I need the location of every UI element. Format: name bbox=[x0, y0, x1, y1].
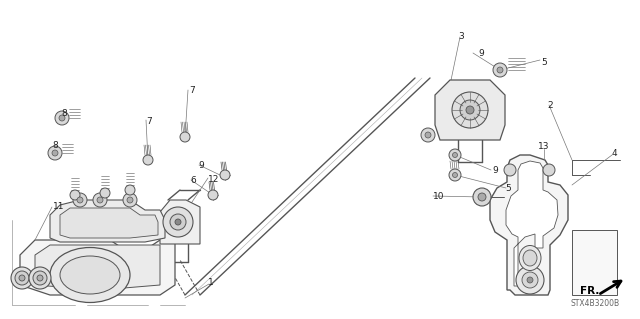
Polygon shape bbox=[35, 245, 160, 290]
Text: FR.: FR. bbox=[580, 286, 599, 296]
Circle shape bbox=[93, 193, 107, 207]
Circle shape bbox=[527, 277, 533, 283]
Circle shape bbox=[516, 266, 544, 294]
Ellipse shape bbox=[519, 246, 541, 271]
Polygon shape bbox=[20, 240, 175, 295]
Text: 5: 5 bbox=[541, 58, 547, 67]
Ellipse shape bbox=[37, 275, 43, 281]
Circle shape bbox=[452, 152, 458, 158]
Circle shape bbox=[170, 214, 186, 230]
Circle shape bbox=[478, 193, 486, 201]
Ellipse shape bbox=[19, 275, 25, 281]
Polygon shape bbox=[160, 200, 200, 244]
Circle shape bbox=[522, 272, 538, 288]
Ellipse shape bbox=[60, 256, 120, 294]
Circle shape bbox=[55, 111, 69, 125]
Circle shape bbox=[180, 132, 190, 142]
Polygon shape bbox=[506, 161, 558, 286]
Circle shape bbox=[73, 193, 87, 207]
Circle shape bbox=[70, 190, 80, 200]
Text: 13: 13 bbox=[538, 142, 550, 151]
Ellipse shape bbox=[15, 271, 29, 285]
Text: 11: 11 bbox=[52, 202, 64, 211]
Circle shape bbox=[449, 149, 461, 161]
Circle shape bbox=[504, 164, 516, 176]
Circle shape bbox=[460, 100, 480, 120]
Text: 2: 2 bbox=[548, 101, 553, 110]
Circle shape bbox=[175, 219, 181, 225]
Circle shape bbox=[77, 197, 83, 203]
Circle shape bbox=[59, 115, 65, 121]
Circle shape bbox=[452, 173, 458, 177]
Text: 5: 5 bbox=[506, 184, 511, 193]
Text: 4: 4 bbox=[612, 149, 617, 158]
Circle shape bbox=[425, 132, 431, 138]
Circle shape bbox=[421, 128, 435, 142]
Circle shape bbox=[543, 164, 555, 176]
Circle shape bbox=[220, 170, 230, 180]
Ellipse shape bbox=[11, 267, 33, 289]
Ellipse shape bbox=[29, 267, 51, 289]
Polygon shape bbox=[435, 80, 505, 140]
Circle shape bbox=[466, 106, 474, 114]
Circle shape bbox=[452, 92, 488, 128]
Circle shape bbox=[473, 188, 491, 206]
Polygon shape bbox=[50, 200, 165, 242]
Circle shape bbox=[143, 155, 153, 165]
Circle shape bbox=[208, 190, 218, 200]
Text: 9: 9 bbox=[492, 166, 498, 175]
Polygon shape bbox=[490, 155, 568, 295]
Text: 9: 9 bbox=[198, 161, 204, 170]
Text: 8: 8 bbox=[61, 109, 67, 118]
Bar bbox=[572, 230, 617, 295]
Circle shape bbox=[127, 197, 133, 203]
Text: 6: 6 bbox=[191, 176, 196, 185]
Ellipse shape bbox=[523, 250, 537, 266]
Circle shape bbox=[48, 146, 62, 160]
Circle shape bbox=[123, 193, 137, 207]
Circle shape bbox=[497, 67, 503, 73]
Text: 1: 1 bbox=[208, 278, 214, 287]
Polygon shape bbox=[60, 208, 158, 238]
Circle shape bbox=[125, 185, 135, 195]
Ellipse shape bbox=[50, 248, 130, 302]
Text: 10: 10 bbox=[433, 192, 444, 201]
Text: 9: 9 bbox=[479, 49, 484, 58]
Ellipse shape bbox=[33, 271, 47, 285]
Text: 8: 8 bbox=[52, 141, 58, 150]
Circle shape bbox=[163, 207, 193, 237]
Text: 7: 7 bbox=[146, 117, 152, 126]
Circle shape bbox=[493, 63, 507, 77]
Text: 7: 7 bbox=[189, 86, 195, 95]
Circle shape bbox=[52, 150, 58, 156]
Text: 3: 3 bbox=[458, 32, 463, 41]
Circle shape bbox=[97, 197, 103, 203]
Circle shape bbox=[449, 169, 461, 181]
Text: 12: 12 bbox=[208, 175, 220, 184]
Circle shape bbox=[100, 188, 110, 198]
Text: STX4B3200B: STX4B3200B bbox=[571, 299, 620, 308]
